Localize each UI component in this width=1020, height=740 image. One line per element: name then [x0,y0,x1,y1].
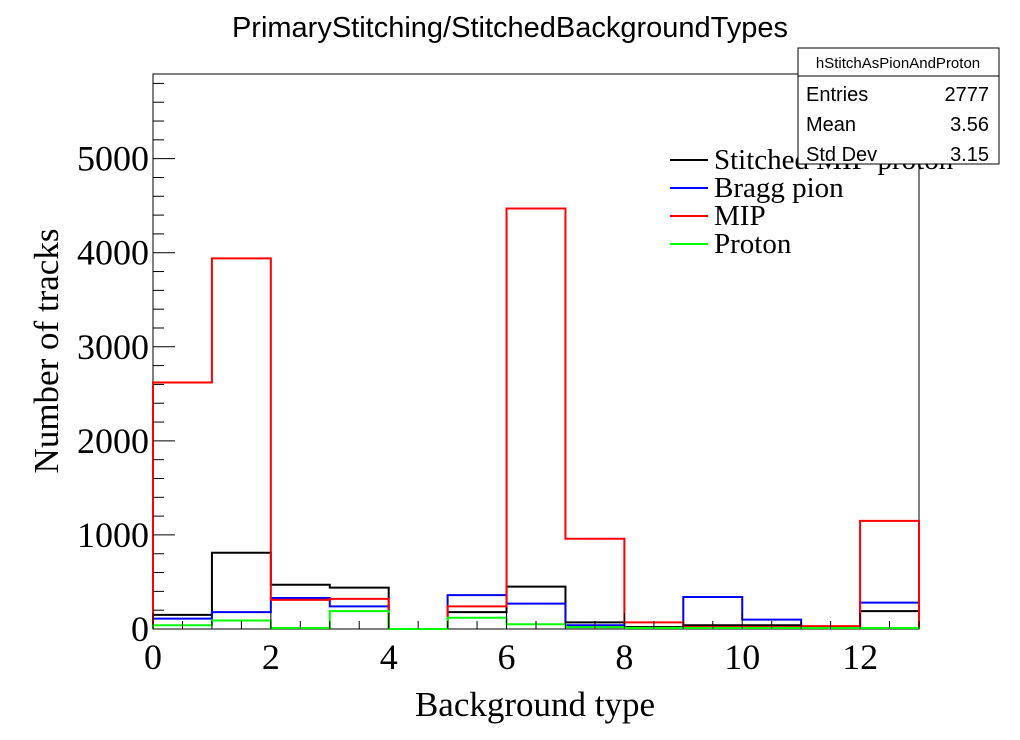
stats-box-frame [797,47,1000,165]
stats-stddev-label: Std Dev [806,144,877,166]
x-tick-label: 12 [842,637,878,677]
y-tick-label: 2000 [77,421,149,461]
legend-label-bragg-pion: Bragg pion [714,172,844,204]
y-tick-label: 5000 [77,139,149,179]
series-mip-histogram [152,207,920,630]
legend-label-mip: MIP [714,200,766,232]
y-tick-label: 0 [131,609,149,649]
y-tick-label: 1000 [77,515,149,555]
x-tick-label: 8 [615,637,633,677]
stats-entries-label: Entries [806,84,868,106]
axes: 0 2 4 6 8 10 12 0 1000 2000 3000 4000 5000 [77,82,920,677]
x-tick-label: 0 [144,637,162,677]
x-axis-label: Background type [415,685,655,724]
legend-label-proton: Proton [714,228,792,260]
stats-entries-value: 2777 [945,84,990,106]
stats-mean-label: Mean [806,114,856,136]
stats-box-name: hStitchAsPionAndProton [816,55,980,72]
stats-box: hStitchAsPionAndProton Entries 2777 Mean… [797,47,1000,166]
stats-stddev-value: 3.15 [950,144,989,166]
histogram-layer [152,207,920,630]
series-stitched-mip-proton-histogram [152,551,920,630]
stats-mean-value: 3.56 [950,114,989,136]
y-axis-label: Number of tracks [27,229,66,474]
x-tick-label: 2 [262,637,280,677]
x-tick-label: 10 [724,637,760,677]
chart-title: PrimaryStitching/StitchedBackgroundTypes [232,12,788,44]
x-tick-label: 4 [380,637,398,677]
x-tick-label: 6 [498,637,516,677]
series-proton-histogram [152,610,920,630]
y-tick-label: 4000 [77,233,149,273]
y-tick-label: 3000 [77,327,149,367]
